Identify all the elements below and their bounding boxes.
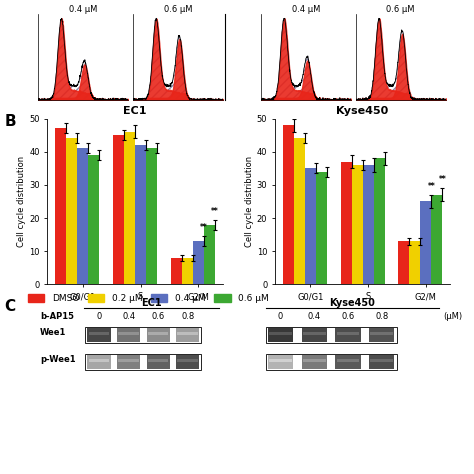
Text: 0: 0	[97, 311, 102, 320]
Text: 0.6: 0.6	[152, 311, 165, 320]
Text: B: B	[5, 114, 17, 129]
Bar	[269, 359, 292, 362]
Bar	[85, 327, 201, 344]
Text: **: **	[211, 207, 219, 216]
Bar	[369, 355, 394, 369]
Text: Wee1: Wee1	[40, 328, 66, 337]
Text: 0: 0	[278, 311, 283, 320]
Bar	[118, 359, 139, 362]
Title: Kyse450: Kyse450	[337, 106, 389, 116]
Bar	[117, 355, 140, 369]
Bar	[410, 241, 420, 284]
Bar	[337, 332, 359, 336]
Text: C: C	[5, 299, 16, 314]
Text: **: **	[200, 223, 208, 232]
Bar	[89, 359, 109, 362]
Bar	[118, 332, 139, 336]
Bar	[113, 135, 124, 284]
Bar	[55, 128, 66, 284]
Text: **: **	[428, 182, 435, 191]
Bar	[335, 355, 361, 369]
Bar	[294, 138, 305, 284]
Bar	[88, 355, 111, 369]
Bar	[148, 332, 168, 336]
Bar	[268, 355, 293, 369]
Bar	[352, 165, 363, 284]
Bar	[363, 165, 374, 284]
Bar	[85, 354, 201, 370]
Y-axis label: Cell cycle distribution: Cell cycle distribution	[245, 156, 254, 247]
Title: 0.6 μM: 0.6 μM	[164, 5, 192, 14]
Bar	[335, 328, 361, 342]
Text: (μM): (μM)	[443, 311, 462, 320]
Bar	[148, 359, 168, 362]
Text: **: **	[438, 175, 446, 184]
Bar	[431, 195, 442, 284]
Bar	[398, 241, 410, 284]
Bar	[135, 145, 146, 284]
Bar	[146, 148, 157, 284]
Bar	[266, 327, 397, 344]
Bar	[66, 138, 77, 284]
Text: 0.8: 0.8	[375, 311, 388, 320]
Bar	[88, 328, 111, 342]
Bar	[193, 241, 204, 284]
Text: Kyse450: Kyse450	[329, 298, 375, 308]
Bar	[176, 328, 199, 342]
Bar	[89, 332, 109, 336]
Title: 0.4 μM: 0.4 μM	[292, 5, 320, 14]
Bar	[341, 162, 352, 284]
Text: 0.8: 0.8	[181, 311, 194, 320]
Title: 0.6 μM: 0.6 μM	[386, 5, 415, 14]
Legend: DMSO, 0.2 μM, 0.4 μM, 0.6 μM: DMSO, 0.2 μM, 0.4 μM, 0.6 μM	[28, 294, 269, 303]
Text: p-Wee1: p-Wee1	[40, 356, 76, 365]
Bar	[283, 125, 294, 284]
Bar	[303, 332, 326, 336]
Bar	[420, 201, 431, 284]
Bar	[269, 332, 292, 336]
Bar	[124, 132, 135, 284]
Bar	[370, 359, 393, 362]
Bar	[301, 355, 327, 369]
Text: 0.6: 0.6	[341, 311, 355, 320]
Bar	[369, 328, 394, 342]
Bar	[182, 258, 193, 284]
Bar	[374, 158, 384, 284]
Bar	[303, 359, 326, 362]
Bar	[77, 148, 88, 284]
Text: 0.4: 0.4	[308, 311, 321, 320]
Bar	[171, 258, 182, 284]
Bar	[177, 332, 198, 336]
Bar	[266, 354, 397, 370]
Bar	[146, 355, 170, 369]
Bar	[204, 225, 215, 284]
Y-axis label: Cell cycle distribution: Cell cycle distribution	[18, 156, 27, 247]
Title: 0.4 μM: 0.4 μM	[69, 5, 97, 14]
Bar	[117, 328, 140, 342]
Bar	[177, 359, 198, 362]
Bar	[316, 172, 327, 284]
Bar	[88, 155, 100, 284]
Bar	[301, 328, 327, 342]
Bar	[337, 359, 359, 362]
Title: EC1: EC1	[123, 106, 147, 116]
Bar	[146, 328, 170, 342]
Bar	[305, 168, 316, 284]
Bar	[176, 355, 199, 369]
Text: EC1: EC1	[142, 298, 162, 308]
Bar	[268, 328, 293, 342]
Bar	[370, 332, 393, 336]
Text: b-AP15: b-AP15	[40, 311, 74, 320]
Text: 0.4: 0.4	[122, 311, 135, 320]
